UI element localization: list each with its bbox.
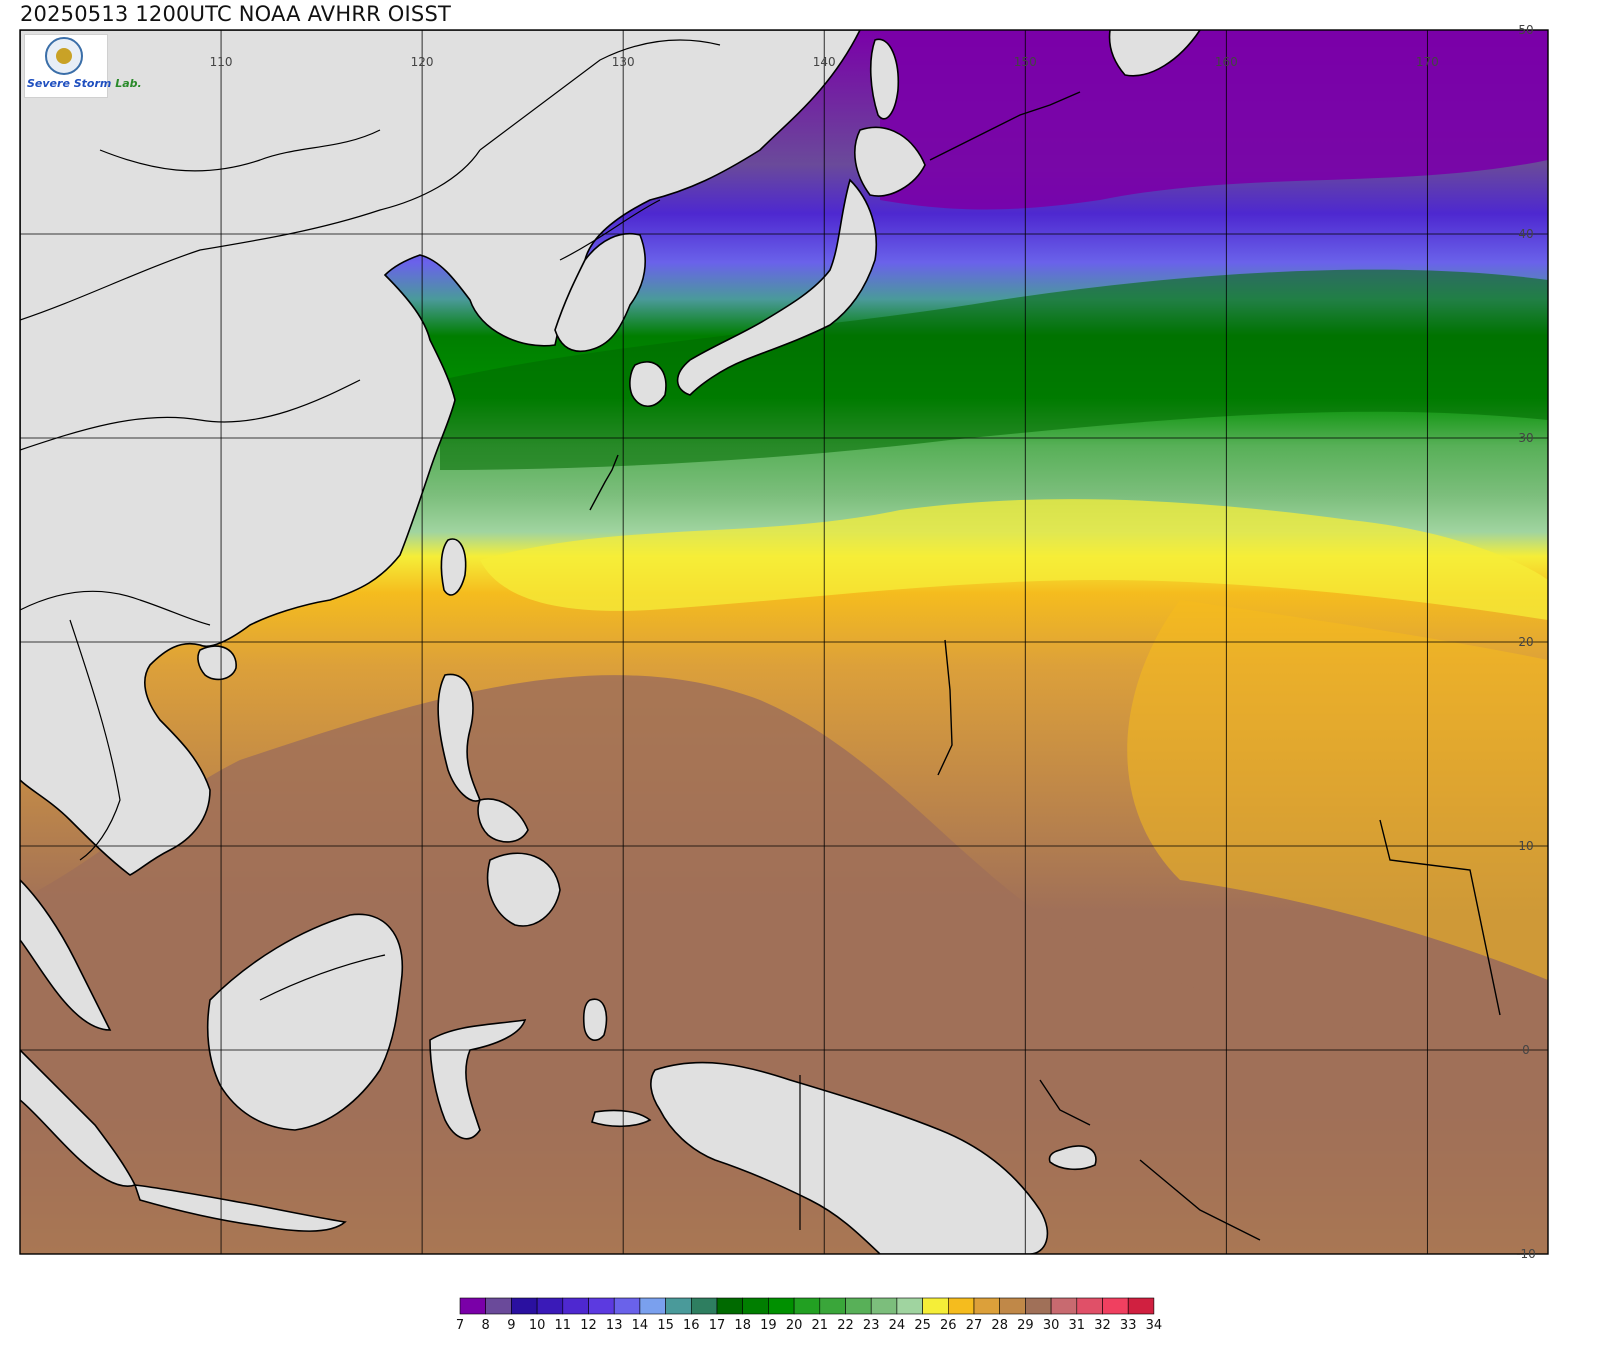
kamchatka-peninsula <box>1108 30 1201 77</box>
border-mongolia <box>20 149 481 321</box>
longitude-label: 130 <box>612 55 635 69</box>
longitude-label: 150 <box>1014 55 1037 69</box>
border-borneo <box>259 954 386 1001</box>
longitude-label: 110 <box>210 55 233 69</box>
university-seal-icon <box>45 37 83 75</box>
lab-logo-text: Severe Storm Lab. <box>27 77 142 90</box>
green-band-patch <box>440 269 1548 470</box>
cold-patch-north <box>880 30 1548 210</box>
philippines-mindanao <box>486 852 561 927</box>
borneo-island <box>206 913 404 1131</box>
map-frame <box>19 29 1549 1255</box>
longitude-label: 170 <box>1416 55 1439 69</box>
latitude-label: 40 <box>1518 227 1533 241</box>
marshall-islands <box>1379 819 1501 1016</box>
mariana-islands <box>937 639 953 776</box>
japan-honshu <box>676 178 878 396</box>
sakhalin-island <box>869 38 900 120</box>
latitude-label: 20 <box>1518 635 1533 649</box>
latitude-label: 10 <box>1518 839 1533 853</box>
border-china-korea <box>559 199 661 261</box>
halmahera-island <box>582 998 608 1041</box>
border-china-inner-2 <box>99 129 381 172</box>
map-title: 20250513 1200UTC NOAA AVHRR OISST <box>20 2 452 26</box>
longitude-label: 120 <box>411 55 434 69</box>
seram-island <box>591 1109 652 1128</box>
new-britain-island <box>1048 1145 1097 1171</box>
yellow-front <box>480 499 1548 620</box>
latitude-label: 50 <box>1518 23 1533 37</box>
ryukyu-islands <box>589 454 619 511</box>
warm-patch-east <box>1127 600 1548 980</box>
kuril-islands <box>929 91 1081 161</box>
caroline-islands <box>1039 1079 1091 1126</box>
longitude-labels: 110 120 130 140 150 160 170 <box>210 55 1439 69</box>
java-island <box>133 1184 347 1232</box>
border-china-inner-1 <box>20 379 361 451</box>
japan-kyushu <box>629 361 667 408</box>
taiwan-island <box>440 538 467 596</box>
malay-peninsula <box>20 878 112 1031</box>
latitude-label: -10 <box>1516 1247 1536 1261</box>
new-guinea-island <box>650 1061 1049 1254</box>
solomon-islands <box>1139 1159 1261 1241</box>
graticule <box>20 29 1548 1255</box>
longitude-label: 160 <box>1215 55 1238 69</box>
border-indochina <box>69 619 121 861</box>
japan-hokkaido <box>854 126 926 197</box>
warm-pool-patch <box>20 675 1548 1254</box>
hainan-island <box>197 645 237 681</box>
lab-logo: Severe Storm Lab. <box>24 34 142 98</box>
border-china-north <box>479 39 721 151</box>
border-china-south <box>20 590 211 626</box>
latitude-label: 30 <box>1518 431 1533 445</box>
philippines-visayas <box>477 798 529 843</box>
latitude-label: 0 <box>1522 1043 1530 1057</box>
latitude-labels: 50 40 30 20 10 0 -10 <box>1516 23 1536 1261</box>
longitude-label: 140 <box>813 55 836 69</box>
